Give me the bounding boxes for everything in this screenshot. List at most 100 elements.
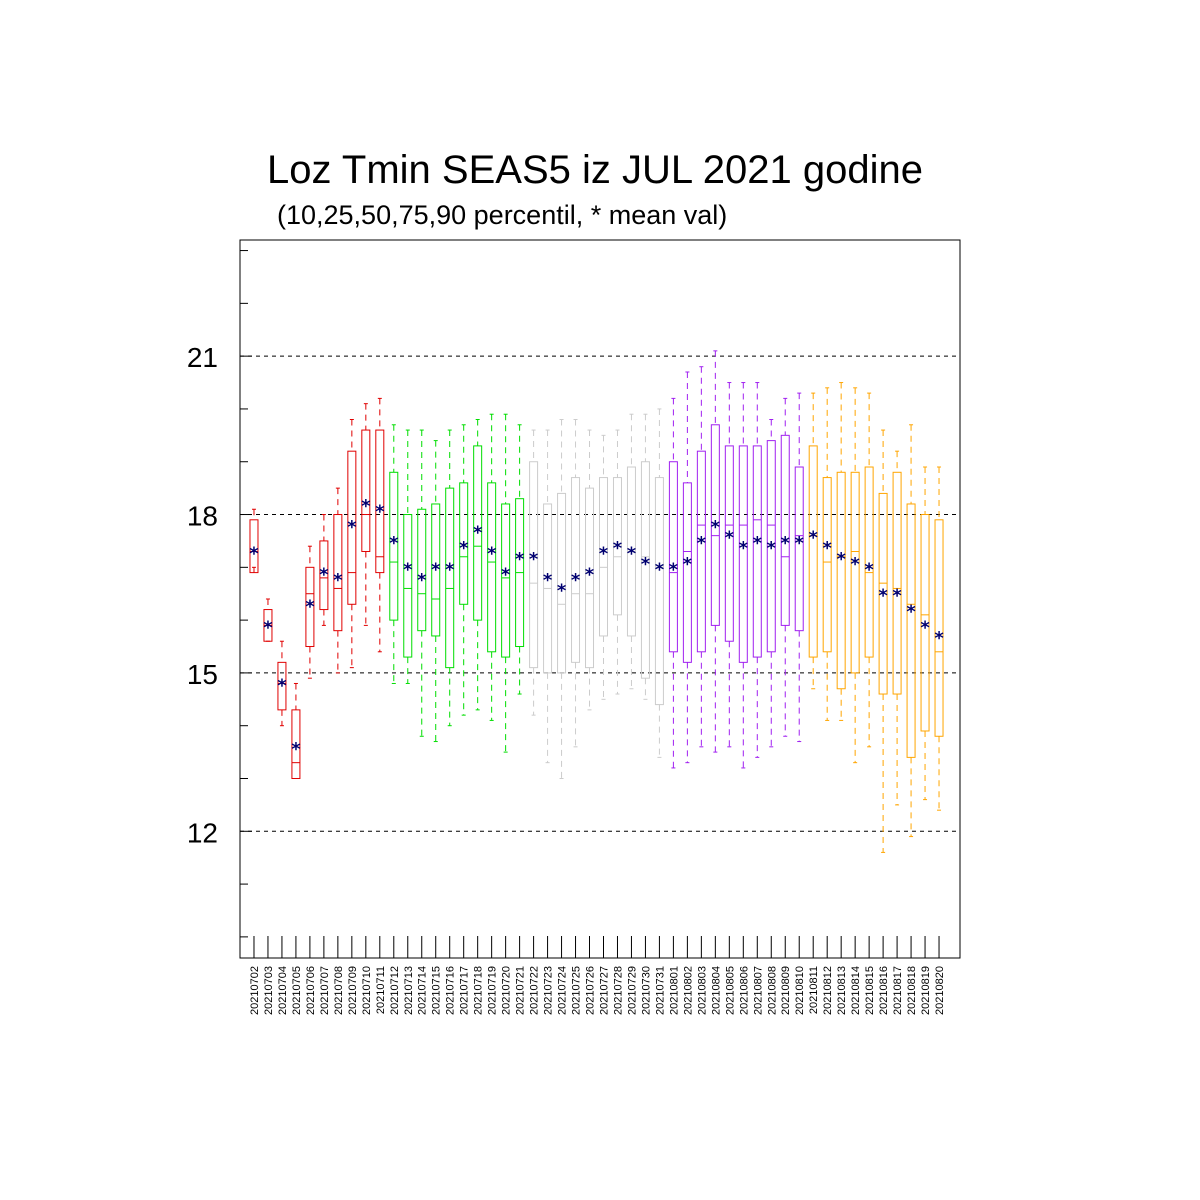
x-tick-label: 20210807: [752, 966, 764, 1015]
x-tick-label: 20210715: [431, 966, 443, 1015]
x-tick-label: 20210708: [333, 966, 345, 1015]
x-tick-label: 20210727: [598, 966, 610, 1015]
mean-marker: *: [361, 496, 371, 517]
x-tick-label: 20210719: [487, 966, 499, 1015]
mean-marker: *: [459, 538, 469, 559]
y-tick-label: 21: [187, 342, 218, 373]
x-tick-label: 20210804: [710, 966, 722, 1015]
mean-marker: *: [920, 617, 930, 638]
box: [920, 514, 930, 732]
mean-marker: *: [711, 517, 721, 538]
x-tick-label: 20210702: [249, 966, 261, 1015]
x-tick-label: 20210815: [864, 966, 876, 1015]
mean-marker: *: [389, 533, 399, 554]
mean-marker: *: [333, 570, 343, 591]
box: [892, 471, 902, 695]
box: [696, 450, 706, 653]
mean-marker: *: [529, 549, 539, 570]
mean-marker: *: [319, 565, 329, 586]
box: [836, 471, 846, 690]
box: [738, 445, 748, 663]
mean-marker: *: [375, 501, 385, 522]
box: [431, 503, 441, 637]
box: [501, 503, 511, 658]
box: [766, 440, 776, 653]
y-tick-label: 18: [187, 501, 218, 532]
mean-marker: *: [906, 602, 916, 623]
x-tick-label: 20210814: [850, 966, 862, 1015]
mean-marker: *: [683, 554, 693, 575]
x-tick-label: 20210731: [654, 966, 666, 1015]
mean-marker: *: [753, 533, 763, 554]
box: [710, 424, 720, 626]
chart-subtitle: (10,25,50,75,90 percentil, * mean val): [277, 200, 728, 230]
box: [347, 450, 357, 605]
x-tick-label: 20210705: [291, 966, 303, 1015]
x-tick-label: 20210810: [794, 966, 806, 1015]
box: [850, 471, 860, 674]
box: [417, 508, 427, 632]
plot-frame: [239, 239, 961, 959]
x-tick-label: 20210712: [389, 966, 401, 1015]
mean-marker: *: [403, 559, 413, 580]
x-tick-label: 20210808: [766, 966, 778, 1015]
mean-marker: *: [487, 543, 497, 564]
x-tick-label: 20210801: [668, 966, 680, 1015]
mean-marker: *: [277, 675, 287, 696]
box: [612, 477, 622, 616]
x-tick-label: 20210718: [473, 966, 485, 1015]
mean-marker: *: [515, 549, 525, 570]
mean-marker: *: [473, 522, 483, 543]
mean-marker: *: [822, 538, 832, 559]
x-tick-label: 20210720: [501, 966, 513, 1015]
x-tick-label: 20210710: [361, 966, 373, 1015]
x-tick-label: 20210817: [892, 966, 904, 1015]
x-tick-label: 20210806: [738, 966, 750, 1015]
x-tick-label: 20210729: [626, 966, 638, 1015]
box: [333, 514, 343, 632]
x-tick-label: 20210813: [836, 966, 848, 1015]
x-tick-label: 20210809: [780, 966, 792, 1015]
box: [571, 477, 581, 663]
box: [878, 492, 888, 695]
box: [864, 466, 874, 658]
box: [557, 492, 567, 674]
mean-marker: *: [585, 565, 595, 586]
x-tick-label: 20210723: [543, 966, 555, 1015]
box: [682, 482, 692, 663]
box: [668, 461, 678, 653]
box: [249, 519, 259, 574]
box: [389, 471, 399, 621]
mean-marker: *: [431, 559, 441, 580]
box: [403, 514, 413, 658]
box: [291, 709, 301, 780]
mean-marker: *: [725, 528, 735, 549]
mean-marker: *: [795, 533, 805, 554]
chart-title: Loz Tmin SEAS5 iz JUL 2021 godine: [267, 148, 923, 192]
box: [305, 566, 315, 648]
mean-marker: *: [808, 528, 818, 549]
x-tick-label: 20210812: [822, 966, 834, 1015]
mean-marker: *: [417, 570, 427, 591]
box: [752, 445, 762, 658]
mean-marker: *: [641, 554, 651, 575]
box: [361, 429, 371, 552]
box: [724, 445, 734, 642]
mean-marker: *: [347, 517, 357, 538]
box: [277, 661, 287, 711]
mean-marker: *: [613, 538, 623, 559]
box: [529, 461, 539, 669]
x-tick-label: 20210707: [319, 966, 331, 1015]
box: [906, 503, 916, 758]
box: [445, 487, 455, 669]
mean-marker: *: [305, 596, 315, 617]
mean-marker: *: [850, 554, 860, 575]
box: [459, 482, 469, 605]
box: [487, 482, 497, 653]
mean-marker: *: [655, 559, 665, 580]
box: [598, 477, 608, 637]
box: [585, 487, 595, 669]
x-tick-label: 20210706: [305, 966, 317, 1015]
mean-marker: *: [249, 543, 259, 564]
